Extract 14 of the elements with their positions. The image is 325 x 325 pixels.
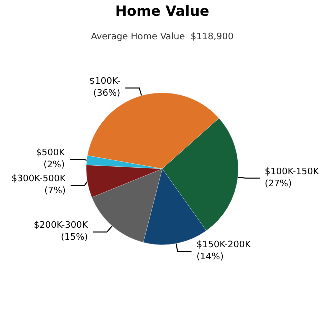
slice-label: $150K-200K (196, 240, 252, 251)
data-label: (27%) (264, 179, 292, 190)
data-label: (14%) (196, 252, 224, 263)
data-label: (36%) (94, 89, 121, 100)
data-label: (2%) (44, 160, 66, 171)
slice-label: $300K-500K (12, 174, 67, 185)
chart-title: Home Value (115, 4, 210, 20)
data-label: (15%) (61, 233, 88, 244)
slice-label: $100K-150K (264, 167, 320, 178)
slice-label: $200K-300K (34, 221, 90, 232)
slice-label: $100K- (89, 77, 121, 88)
slice-label: $500K (36, 148, 66, 159)
chart-subtitle: Average Home Value $118,900 (91, 32, 234, 42)
data-label: (7%) (44, 186, 66, 197)
